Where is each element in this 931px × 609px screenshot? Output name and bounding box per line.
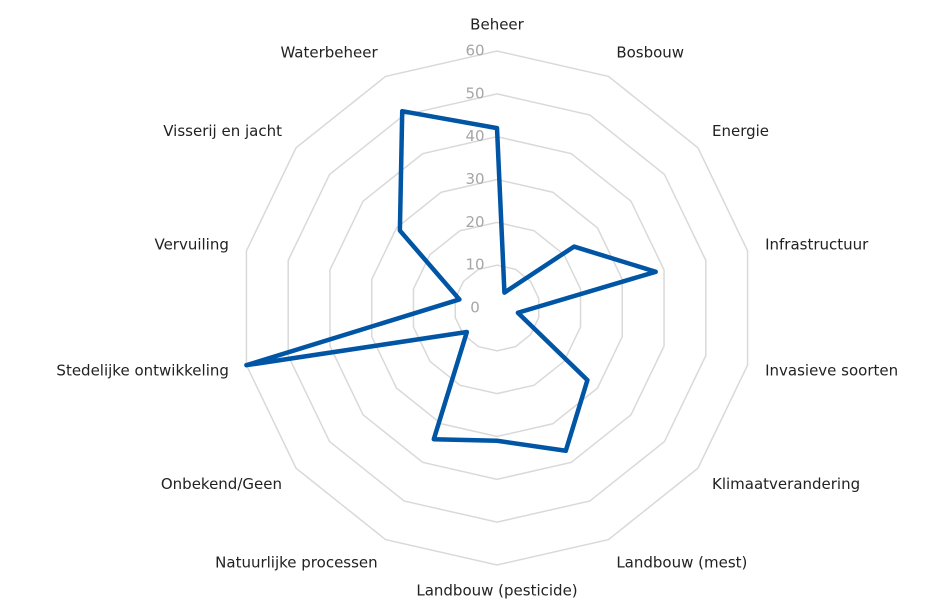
category-label: Landbouw (mest) [616,553,747,571]
grid-ring [412,221,582,395]
grid-ring [454,264,540,352]
category-label: Beheer [470,16,524,34]
r-tick-label: 10 [465,256,484,274]
r-tick-label: 20 [465,213,484,231]
grid-ring [245,50,749,566]
category-label: Visserij en jacht [163,122,282,140]
r-tick-label: 30 [465,170,484,188]
category-label: Bosbouw [616,44,684,62]
radar-line [244,108,658,454]
category-label: Stedelijke ontwikkeling [56,361,228,379]
category-label: Infrastructuur [765,236,869,254]
category-label: Onbekend/Geen [161,475,282,493]
category-label: Landbouw (pesticide) [416,582,577,600]
category-label: Waterbeheer [280,44,378,62]
category-label: Natuurlijke processen [215,553,378,571]
r-tick-label: 50 [465,84,484,102]
r-tick-label: 60 [465,42,484,60]
category-label: Vervuiling [154,236,228,254]
r-tick-label: 0 [470,299,480,317]
grid-ring [329,135,665,481]
grid-ring [370,178,624,438]
grid-ring [287,93,707,523]
r-tick-label: 40 [465,127,484,145]
category-label: Klimaatverandering [712,475,860,493]
category-label: Energie [712,122,769,140]
category-label: Invasieve soorten [765,361,898,379]
